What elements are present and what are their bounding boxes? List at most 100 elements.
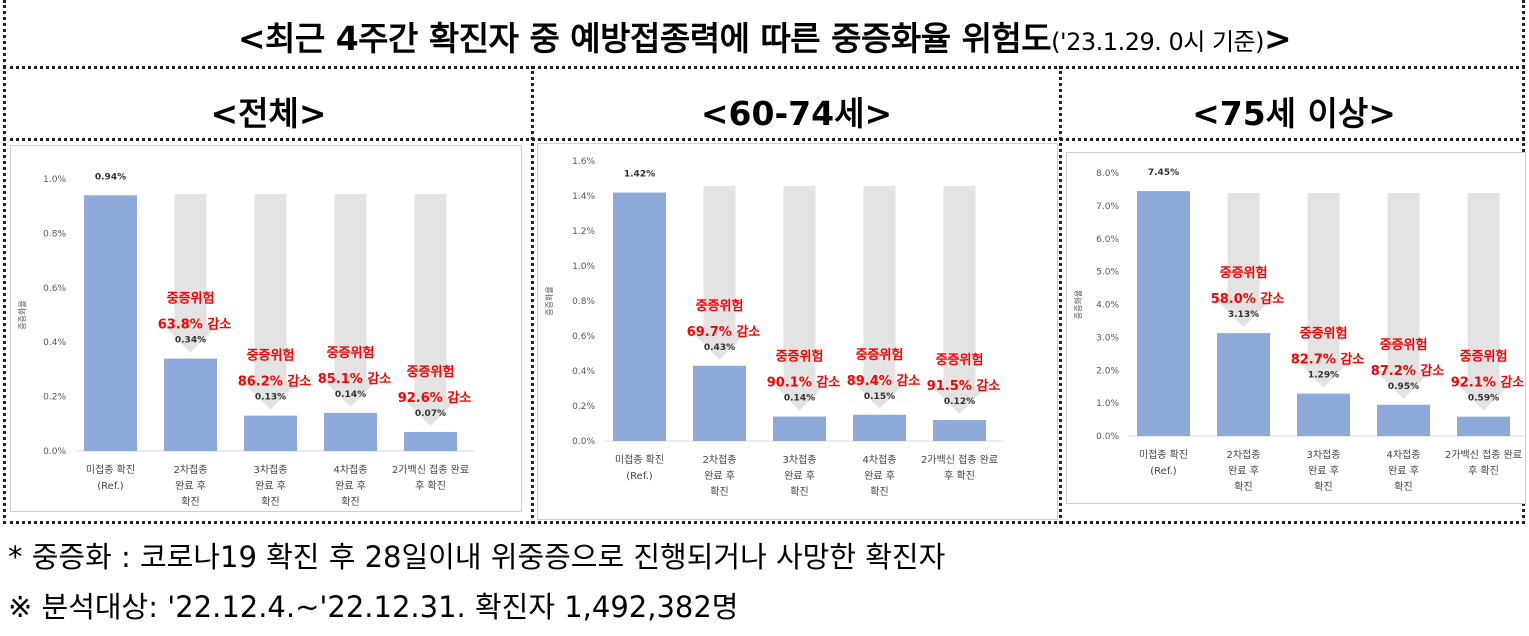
bar [1137,191,1190,436]
x-category-label: 완료 후 [1228,465,1259,477]
bar [1377,404,1430,436]
bar-value-label: 0.34% [175,336,206,346]
x-category-label: 3차접종 [254,464,288,476]
reduction-annotation: 86.2% 감소 [238,375,312,390]
reduction-annotation: 85.1% 감소 [318,372,392,387]
bar [164,358,217,451]
y-tick-label: 0.0% [1096,432,1119,442]
x-category-label: 확진 [261,496,279,508]
chart-all: 0.0% 0.2% 0.4% 0.6% 0.8% 1.0% 중증화율 0.94% 미접종 확진 (… [10,145,522,512]
x-category-label: 완료 후 [864,470,895,482]
y-tick-label: 0.8% [43,229,66,239]
y-tick-label: 0.2% [572,402,595,412]
reduction-arrow [1455,193,1512,411]
chart-60-74-svg: 0.0% 0.2% 0.4% 0.6% 0.8% 1.0% 1.2% 1.4% 1.6% 중증화율… [545,157,1003,498]
x-category-label: 2차접종 [1227,449,1261,461]
bar-value-label: 0.13% [255,393,286,403]
chart-75plus-svg: 0.0% 1.0% 2.0% 3.0% 4.0% 5.0% 6.0% 7.0% 8.0% 중증화율… [1074,168,1525,493]
reduction-annotation: 중증위험 [1380,337,1428,353]
bar [1217,333,1270,436]
y-tick-label: 0.6% [572,332,595,342]
x-category-label: 완료 후 [335,480,366,492]
reduction-arrow [691,186,748,360]
x-category-label: 2차접종 [174,464,208,476]
x-category-label: 2가백신 접종 완료 [921,454,998,466]
bar-value-label: 0.59% [1468,394,1499,404]
y-tick-label: 0.4% [43,338,66,348]
reduction-annotation: 중증위험 [936,352,984,368]
y-tick-label: 0.0% [572,437,595,447]
x-category-label: 미접종 확진 [1139,449,1188,461]
x-category-label: 2가백신 접종 완료 [1445,449,1522,461]
title-main: <최근 4주간 확진자 중 예방접종력에 따른 중증화율 위험도 [237,19,1052,58]
x-category-label: 3차접종 [783,454,817,466]
reduction-arrow [851,186,908,409]
panel-title-all: <전체> [210,94,327,133]
reduction-annotation: 중증위험 [1220,265,1268,281]
y-tick-label: 8.0% [1096,169,1119,179]
reduction-arrow [1375,193,1432,399]
reduction-annotation: 92.6% 감소 [398,391,472,406]
bar [84,195,137,451]
bar-value-label: 3.13% [1228,310,1259,320]
reduction-annotation: 58.0% 감소 [1211,292,1285,307]
x-category-label: 4차접종 [863,454,897,466]
x-category-label: 확진 [1394,481,1412,493]
x-category-label: 확진 [1314,481,1332,493]
divider-right [1059,66,1062,524]
bar-value-label: 0.14% [784,394,815,404]
x-category-label: 4차접종 [334,464,368,476]
reduction-annotation: 89.4% 감소 [847,374,921,389]
bar-value-label: 0.14% [335,390,366,400]
x-category-label: 확진 [870,486,888,498]
page-title: <최근 4주간 확진자 중 예방접종력에 따른 중증화율 위험도('23.1.2… [0,12,1529,60]
title-close: > [1264,19,1292,58]
x-category-label: 후 확진 [415,480,446,492]
y-tick-label: 1.2% [572,227,595,237]
x-category-label: 완료 후 [704,470,735,482]
x-category-label: 4차접종 [1387,449,1421,461]
bar [1457,416,1510,436]
reduction-annotation: 69.7% 감소 [687,325,761,340]
bar-value-label: 0.07% [415,409,446,419]
reduction-annotation: 63.8% 감소 [158,318,232,333]
y-tick-label: 5.0% [1096,268,1119,278]
y-tick-label: 0.0% [43,447,66,457]
x-category-label: 확진 [1234,481,1252,493]
reduction-annotation: 중증위험 [696,298,744,314]
reduction-arrow [162,194,219,353]
reduction-annotation: 중증위험 [1460,349,1508,365]
bar [853,414,906,441]
chart-all-svg: 0.0% 0.2% 0.4% 0.6% 0.8% 1.0% 중증화율 0.94% 미접종 확진 (… [18,172,474,508]
x-category-label: 확진 [181,496,199,508]
bar [324,412,377,451]
chart-60-74: 0.0% 0.2% 0.4% 0.6% 0.8% 1.0% 1.2% 1.4% 1.6% 중증화율… [537,143,1058,520]
y-tick-label: 6.0% [1096,235,1119,245]
bar [773,416,826,441]
y-tick-label: 1.0% [1096,399,1119,409]
reduction-arrow [1295,193,1352,388]
y-tick-label: 2.0% [1096,366,1119,376]
x-category-label: 3차접종 [1307,449,1341,461]
y-tick-label: 7.0% [1096,202,1119,212]
bar-value-label: 0.94% [95,172,126,182]
x-category-label: 완료 후 [784,470,815,482]
bar-value-label: 0.43% [704,343,735,353]
reduction-arrow [402,194,459,426]
reduction-annotation: 중증위험 [327,345,375,361]
panel-title-75plus: <75세 이상> [1192,94,1396,133]
bar-value-label: 1.29% [1308,371,1339,381]
reduction-annotation: 87.2% 감소 [1371,364,1445,379]
reduction-annotation: 중증위험 [856,347,904,363]
reduction-arrow [771,186,828,411]
y-tick-label: 3.0% [1096,333,1119,343]
x-category-label: 완료 후 [255,480,286,492]
x-category-label: 후 확진 [1468,465,1499,477]
reduction-annotation: 중증위험 [1300,326,1348,342]
x-category-label: 완료 후 [1308,465,1339,477]
y-tick-label: 4.0% [1096,301,1119,311]
divider-header [3,138,1525,141]
x-category-label: 확진 [341,496,359,508]
chart-75plus: 0.0% 1.0% 2.0% 3.0% 4.0% 5.0% 6.0% 7.0% 8.0% 중증화율… [1066,152,1526,504]
divider-left [531,66,534,524]
